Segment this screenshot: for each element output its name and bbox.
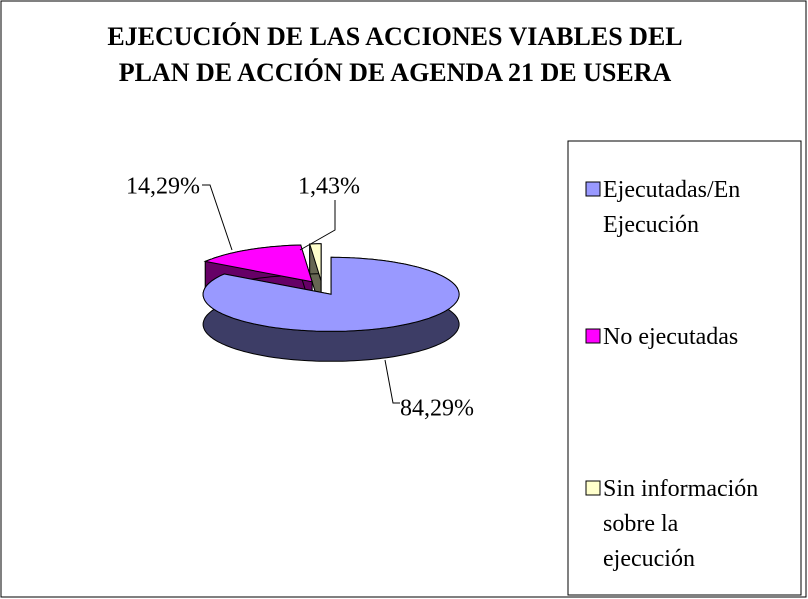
chart-title: EJECUCIÓN DE LAS ACCIONES VIABLES DEL PLA… — [107, 22, 682, 87]
legend-label: Ejecutadas/En Ejecución — [603, 177, 740, 238]
leader-line — [384, 359, 400, 404]
slice-group — [202, 256, 460, 362]
data-label: 14,29% — [126, 174, 200, 200]
leader-line — [202, 184, 233, 251]
data-label: 1,43% — [298, 174, 360, 200]
legend-swatch — [585, 480, 601, 496]
leader-line — [299, 200, 336, 251]
slice — [203, 244, 313, 283]
legend-swatch — [585, 328, 601, 344]
legend-box — [567, 140, 802, 596]
slice — [202, 256, 460, 332]
legend-swatch — [585, 181, 601, 197]
data-label: 84,29% — [400, 396, 474, 422]
slice — [309, 243, 322, 281]
legend-label: No ejecutadas — [603, 324, 738, 350]
legend-label: Sin información sobre la ejecución — [603, 476, 758, 572]
